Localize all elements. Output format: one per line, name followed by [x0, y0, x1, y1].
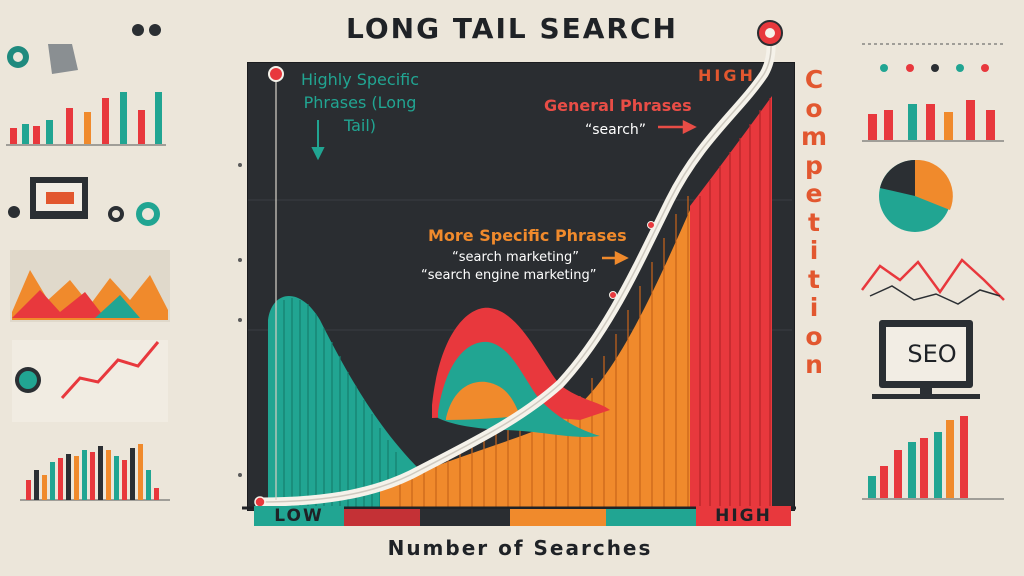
y-axis-letter: o — [805, 321, 823, 351]
general-arrow — [658, 119, 697, 135]
y-axis-letter: p — [805, 150, 823, 180]
y-axis-letter: i — [809, 293, 819, 322]
more-specific-example-1: “search marketing” — [452, 250, 580, 265]
page-title: LONG TAIL SEARCH — [346, 12, 678, 45]
orange-area — [380, 200, 720, 508]
x-scale-segment — [344, 509, 420, 526]
general-example-label: “search” — [585, 122, 647, 138]
general-phrases-label: General Phrases — [544, 96, 692, 115]
y-axis-letter: C — [804, 65, 824, 94]
seo-label: SEO — [907, 340, 957, 368]
x-high-label: HIGH — [696, 506, 791, 526]
x-scale-segment — [606, 509, 696, 526]
left-decor — [6, 24, 170, 501]
long-tail-area — [268, 295, 440, 508]
x-low-label: LOW — [254, 506, 344, 526]
teal-down-arrow — [311, 120, 325, 161]
more-specific-arrow — [602, 250, 629, 266]
more-specific-label: More Specific Phrases — [428, 226, 627, 245]
y-axis-letter: i — [809, 236, 819, 265]
left-ticks — [238, 163, 242, 477]
y-axis-letter: t — [808, 207, 820, 237]
x-scale-segment — [510, 509, 606, 526]
x-scale-segment — [420, 509, 510, 526]
hump-orange — [446, 381, 520, 420]
y-axis-letter: e — [805, 179, 823, 208]
y-axis-title: C o m p e t i t i o n — [796, 65, 832, 380]
x-axis-title: Number of Searches — [387, 536, 653, 560]
y-axis-top-marker — [268, 66, 284, 82]
y-high-label: HIGH — [698, 66, 756, 85]
general-bars — [699, 98, 771, 508]
y-axis-letter: n — [805, 350, 823, 379]
y-axis-letter: o — [805, 93, 823, 123]
more-specific-example-2: “search engine marketing” — [421, 268, 597, 283]
y-axis-letter: m — [800, 122, 828, 151]
y-axis-letter: t — [808, 264, 820, 294]
right-decor — [861, 43, 1005, 500]
long-tail-label: Highly Specific Phrases (Long Tail) — [300, 70, 420, 135]
